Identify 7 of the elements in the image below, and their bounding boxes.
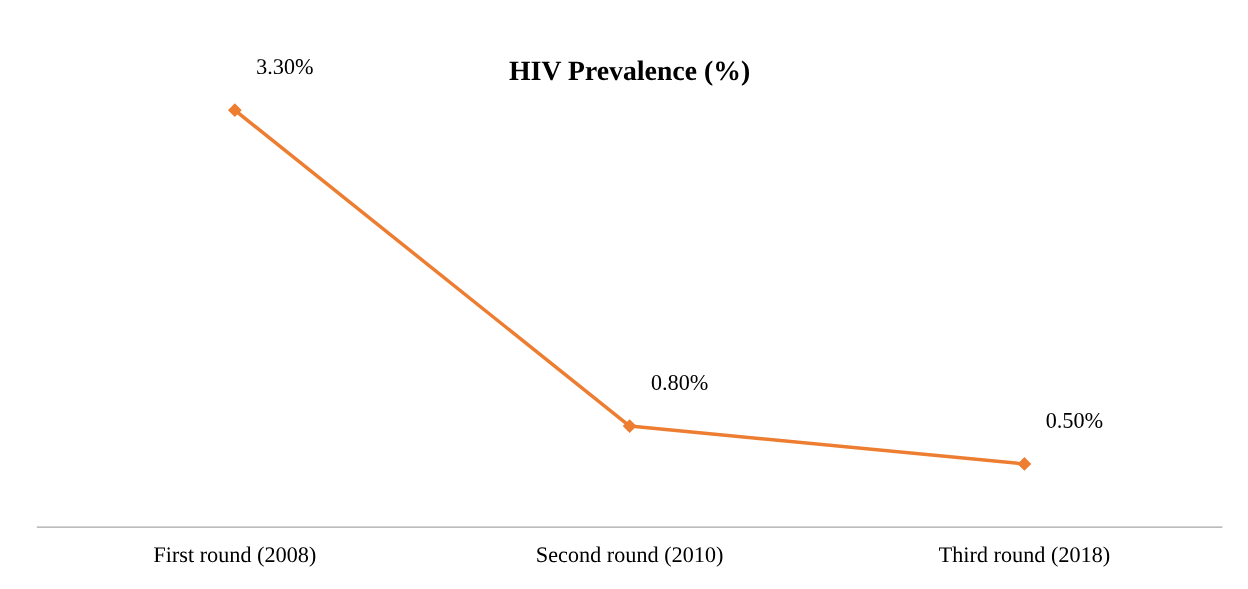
- x-tick-label: Third round (2018): [939, 546, 1110, 567]
- x-tick-label: First round (2008): [154, 546, 316, 567]
- data-label: 3.30%: [257, 59, 313, 75]
- data-label: 0.50%: [1046, 412, 1103, 428]
- data-label: 0.80%: [651, 374, 708, 391]
- chart-title: HIV Prevalence (%): [509, 60, 750, 86]
- x-tick-label: Second round (2010): [537, 546, 723, 567]
